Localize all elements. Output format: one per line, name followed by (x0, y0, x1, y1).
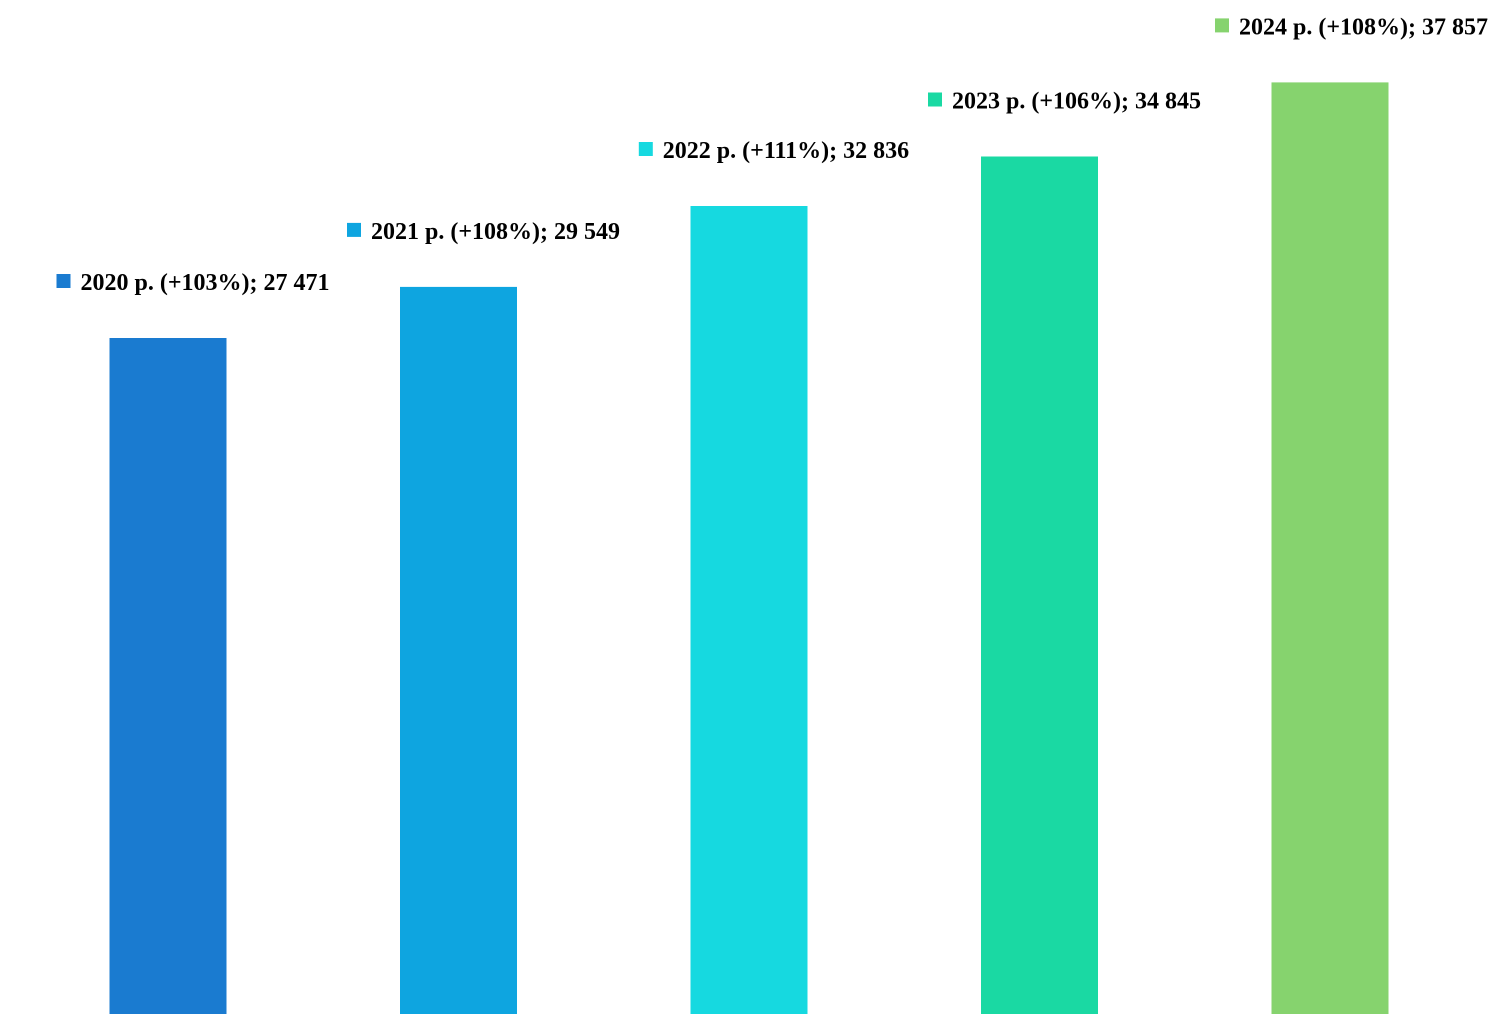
data-label-1: 2020 р. (+103%); 27 471 (81, 270, 330, 296)
data-label-group-4: 2023 р. (+106%); 34 845 (928, 89, 1201, 115)
label-swatch-5 (1215, 18, 1229, 32)
data-label-2: 2021 р. (+108%); 29 549 (371, 219, 620, 245)
bar-3 (691, 206, 808, 1014)
bar-1 (110, 338, 227, 1014)
bar-2 (400, 287, 517, 1014)
data-label-group-1: 2020 р. (+103%); 27 471 (57, 270, 330, 296)
bar-4 (981, 157, 1098, 1014)
data-label-group-2: 2021 р. (+108%); 29 549 (347, 219, 620, 245)
data-label-group-5: 2024 р. (+108%); 37 857 (1215, 14, 1488, 40)
data-label-5: 2024 р. (+108%); 37 857 (1239, 14, 1488, 40)
label-swatch-4 (928, 93, 942, 107)
data-label-3: 2022 р. (+111%); 32 836 (663, 138, 909, 164)
data-label-group-3: 2022 р. (+111%); 32 836 (639, 138, 909, 164)
bar-5 (1272, 82, 1389, 1014)
label-swatch-3 (639, 142, 653, 156)
data-label-4: 2023 р. (+106%); 34 845 (952, 89, 1201, 115)
label-swatch-2 (347, 223, 361, 237)
label-swatch-1 (57, 274, 71, 288)
